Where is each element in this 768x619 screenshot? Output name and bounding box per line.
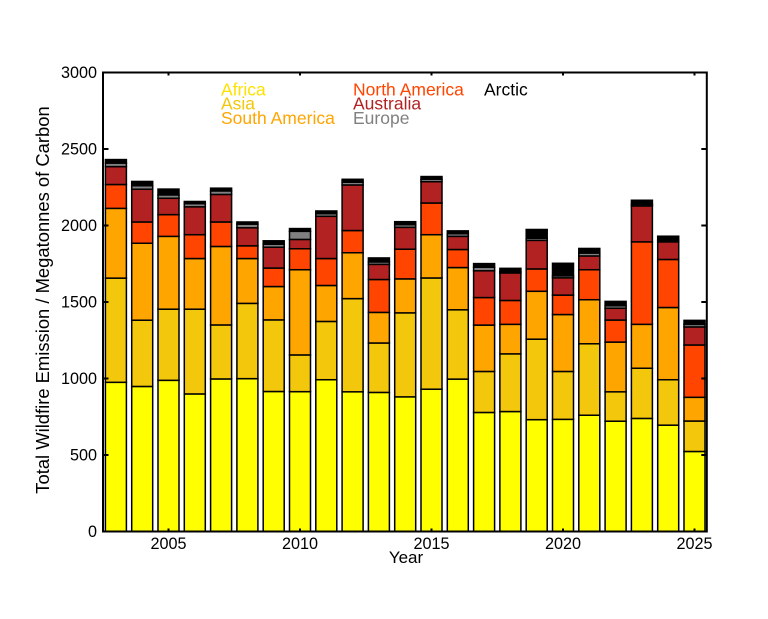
svg-text:2000: 2000 xyxy=(61,217,97,235)
svg-text:2010: 2010 xyxy=(282,535,318,553)
svg-text:Asia: Asia xyxy=(221,94,255,114)
svg-text:0: 0 xyxy=(88,523,97,541)
svg-text:2500: 2500 xyxy=(61,141,97,159)
svg-text:2025: 2025 xyxy=(676,535,712,553)
svg-text:500: 500 xyxy=(70,447,97,465)
svg-text:1500: 1500 xyxy=(61,294,97,312)
svg-text:2005: 2005 xyxy=(150,535,186,553)
svg-text:Total Wildfire Emission / Mega: Total Wildfire Emission / Megatonnes of … xyxy=(32,106,53,493)
svg-text:Year: Year xyxy=(389,548,424,567)
svg-text:2015: 2015 xyxy=(413,535,449,553)
svg-text:2020: 2020 xyxy=(545,535,581,553)
svg-text:Africa: Africa xyxy=(221,79,266,99)
svg-text:North America: North America xyxy=(353,79,464,99)
svg-text:South America: South America xyxy=(221,108,335,128)
svg-text:Arctic: Arctic xyxy=(484,79,528,99)
svg-text:3000: 3000 xyxy=(61,64,97,82)
svg-text:1000: 1000 xyxy=(61,370,97,388)
svg-text:Australia: Australia xyxy=(353,94,421,114)
svg-text:Europe: Europe xyxy=(353,108,409,128)
